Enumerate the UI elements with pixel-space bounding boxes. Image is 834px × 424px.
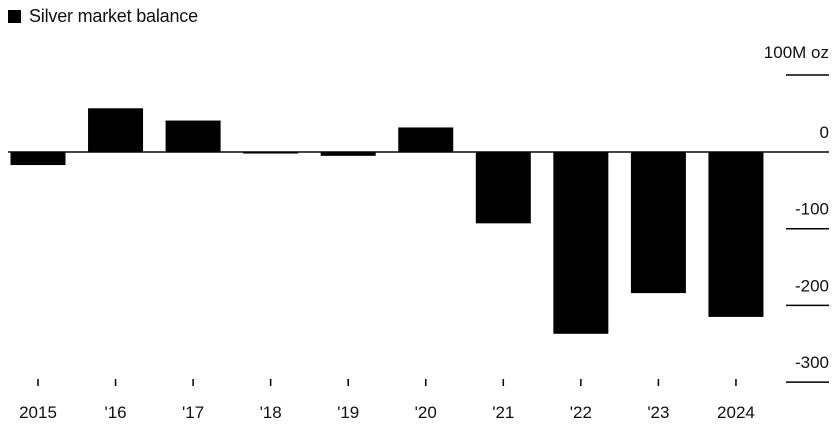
y-axis: 100M oz 0 -100 -200 -300 (8, 43, 829, 383)
y-axis-unit-label: 100M oz (764, 43, 829, 62)
y-tick-label: -100 (795, 200, 829, 219)
x-tick-label: 2015 (19, 403, 57, 422)
bar-23 (630, 152, 686, 294)
x-tick-label: '18 (260, 403, 282, 422)
x-tick-label: '21 (492, 403, 514, 422)
bar-2015 (10, 152, 66, 166)
x-tick-label: 2024 (717, 403, 755, 422)
bar-17 (165, 120, 221, 152)
bar-2024 (708, 152, 764, 317)
bar-18 (243, 152, 299, 154)
bars (10, 108, 764, 334)
y-tick-label: 0 (820, 123, 829, 142)
bar-20 (398, 127, 454, 152)
y-tick-label: -300 (795, 353, 829, 372)
bar-16 (88, 108, 144, 152)
bar-22 (553, 152, 609, 334)
x-tick-label: '22 (570, 403, 592, 422)
x-axis: 2015 '16 '17 '18 '19 '20 '21 '22 '23 2024 (19, 379, 755, 422)
x-tick-label: '17 (182, 403, 204, 422)
legend-swatch (8, 10, 21, 23)
chart-legend: Silver market balance (8, 6, 198, 27)
x-tick-label: '16 (104, 403, 126, 422)
x-tick-label: '19 (337, 403, 359, 422)
bar-21 (475, 152, 531, 224)
legend-label: Silver market balance (29, 6, 198, 26)
y-tick-label: -200 (795, 276, 829, 295)
x-tick-label: '20 (415, 403, 437, 422)
x-tick-label: '23 (647, 403, 669, 422)
bar-19 (320, 152, 376, 156)
